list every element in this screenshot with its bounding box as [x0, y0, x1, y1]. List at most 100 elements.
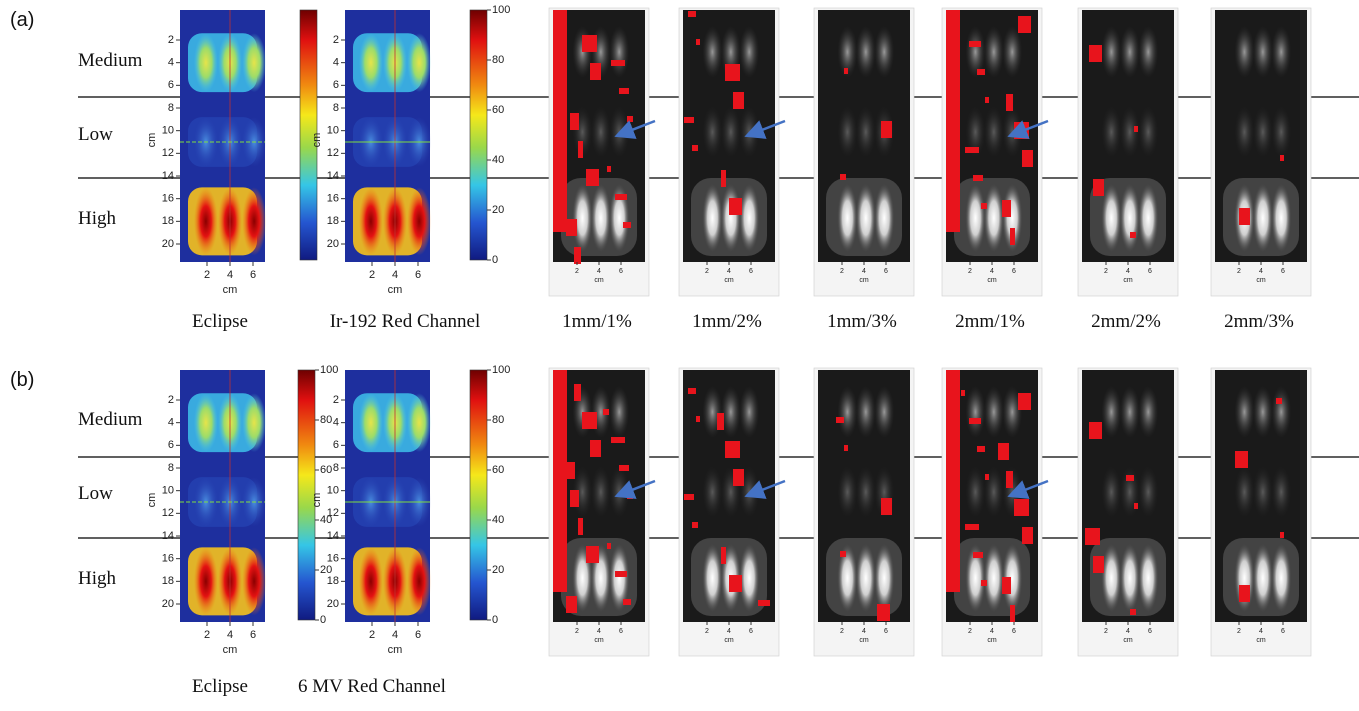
map-caption: Eclipse — [192, 676, 248, 697]
colorbar-tick-label: 0 — [492, 254, 498, 266]
gamma-fail — [553, 10, 567, 232]
gamma-spot — [1002, 26, 1022, 78]
gamma-fail — [973, 175, 983, 181]
gamma-fail — [1002, 577, 1011, 594]
x-tick-label: 4 — [597, 628, 601, 635]
gamma-spot — [1271, 466, 1291, 518]
gamma-fail — [998, 443, 1009, 460]
colorbar-tick-label: 20 — [492, 564, 504, 576]
x-axis-label: cm — [594, 277, 604, 284]
x-axis-label: cm — [987, 277, 997, 284]
y-tick-label: 18 — [327, 215, 339, 227]
gamma-fail — [840, 551, 846, 557]
gamma-fail — [1235, 451, 1248, 468]
gamma-spot — [965, 386, 985, 438]
gamma-caption: 1mm/1% — [562, 311, 632, 332]
gamma-spot — [1253, 184, 1273, 252]
colorbar-tick-label: 40 — [492, 154, 504, 166]
x-tick-label: 2 — [840, 268, 844, 275]
gamma-caption: 2mm/3% — [1224, 311, 1294, 332]
gamma-fail — [603, 409, 609, 415]
map-caption: 6 MV Red Channel — [298, 676, 446, 697]
gamma-spot — [856, 466, 876, 518]
gamma-fail — [840, 174, 846, 180]
x-tick-label: 6 — [1012, 268, 1016, 275]
gamma-spot — [1271, 26, 1291, 78]
gamma-fail — [758, 600, 770, 606]
y-axis-label: cm — [311, 133, 323, 148]
colorbar-tick-label: 60 — [492, 104, 504, 116]
y-axis-label: cm — [146, 493, 158, 508]
gamma-spot — [1234, 386, 1254, 438]
x-tick-label: 2 — [705, 628, 709, 635]
gamma-spot — [874, 184, 894, 252]
x-axis-label: cm — [388, 284, 403, 296]
y-tick-label: 10 — [162, 485, 174, 497]
gamma-fail — [553, 370, 567, 592]
gamma-fail — [623, 599, 631, 605]
gamma-spot — [984, 106, 1004, 158]
panel-label: (b) — [10, 369, 34, 391]
x-tick-label: 4 — [1126, 268, 1130, 275]
gamma-spot — [1271, 184, 1291, 252]
dose-spot — [407, 547, 431, 615]
gamma-fail — [688, 388, 696, 394]
colorbar-tick-label: 80 — [492, 54, 504, 66]
gamma-spot — [1120, 184, 1140, 252]
gamma-fail — [717, 413, 724, 430]
gamma-fail — [985, 97, 989, 103]
x-tick-label: 2 — [204, 269, 210, 281]
dose-spot — [407, 33, 431, 92]
dose-spot — [194, 33, 218, 92]
y-axis-label: cm — [311, 493, 323, 508]
y-tick-label: 16 — [327, 553, 339, 565]
x-tick-label: 6 — [619, 268, 623, 275]
gamma-spot — [1101, 26, 1121, 78]
x-axis-label: cm — [1123, 277, 1133, 284]
gamma-fail — [570, 113, 579, 130]
x-axis-label: cm — [724, 277, 734, 284]
gamma-fail — [729, 575, 742, 592]
gamma-spot — [1138, 106, 1158, 158]
gamma-fail — [1085, 528, 1100, 545]
gamma-fail — [733, 92, 744, 109]
gamma-spot — [1101, 106, 1121, 158]
gamma-spot — [591, 184, 611, 252]
dose-spot — [407, 393, 431, 452]
x-tick-label: 4 — [1126, 628, 1130, 635]
gamma-fail — [586, 546, 599, 563]
y-tick-label: 20 — [162, 598, 174, 610]
gamma-fail — [1022, 150, 1033, 167]
gamma-fail — [1280, 155, 1284, 161]
gamma-fail — [566, 219, 577, 236]
y-tick-label: 6 — [333, 79, 339, 91]
colorbar-tick-label: 80 — [492, 414, 504, 426]
dose-spot — [194, 393, 218, 452]
dose-spot — [359, 547, 383, 615]
gamma-fail — [615, 194, 627, 200]
x-tick-label: 2 — [369, 269, 375, 281]
gamma-spot — [837, 386, 857, 438]
y-tick-label: 6 — [168, 79, 174, 91]
gamma-spot — [1271, 386, 1291, 438]
dose-spot — [242, 393, 266, 452]
colorbar-tick-label: 100 — [320, 364, 338, 376]
x-tick-label: 6 — [1148, 268, 1152, 275]
x-tick-label: 4 — [227, 269, 233, 281]
y-tick-label: 2 — [333, 34, 339, 46]
gamma-fail — [1239, 585, 1250, 602]
gamma-fail — [1018, 16, 1031, 33]
gamma-spot — [1120, 386, 1140, 438]
y-tick-label: 4 — [168, 417, 174, 429]
gamma-fail — [578, 518, 583, 535]
y-tick-label: 20 — [327, 238, 339, 250]
gamma-spot — [591, 106, 611, 158]
x-tick-label: 4 — [392, 629, 398, 641]
gamma-fail — [965, 524, 979, 530]
x-tick-label: 6 — [884, 268, 888, 275]
x-tick-label: 6 — [1281, 628, 1285, 635]
gamma-spot — [1138, 466, 1158, 518]
x-tick-label: 6 — [749, 628, 753, 635]
y-tick-label: 18 — [327, 575, 339, 587]
gamma-spot — [856, 106, 876, 158]
